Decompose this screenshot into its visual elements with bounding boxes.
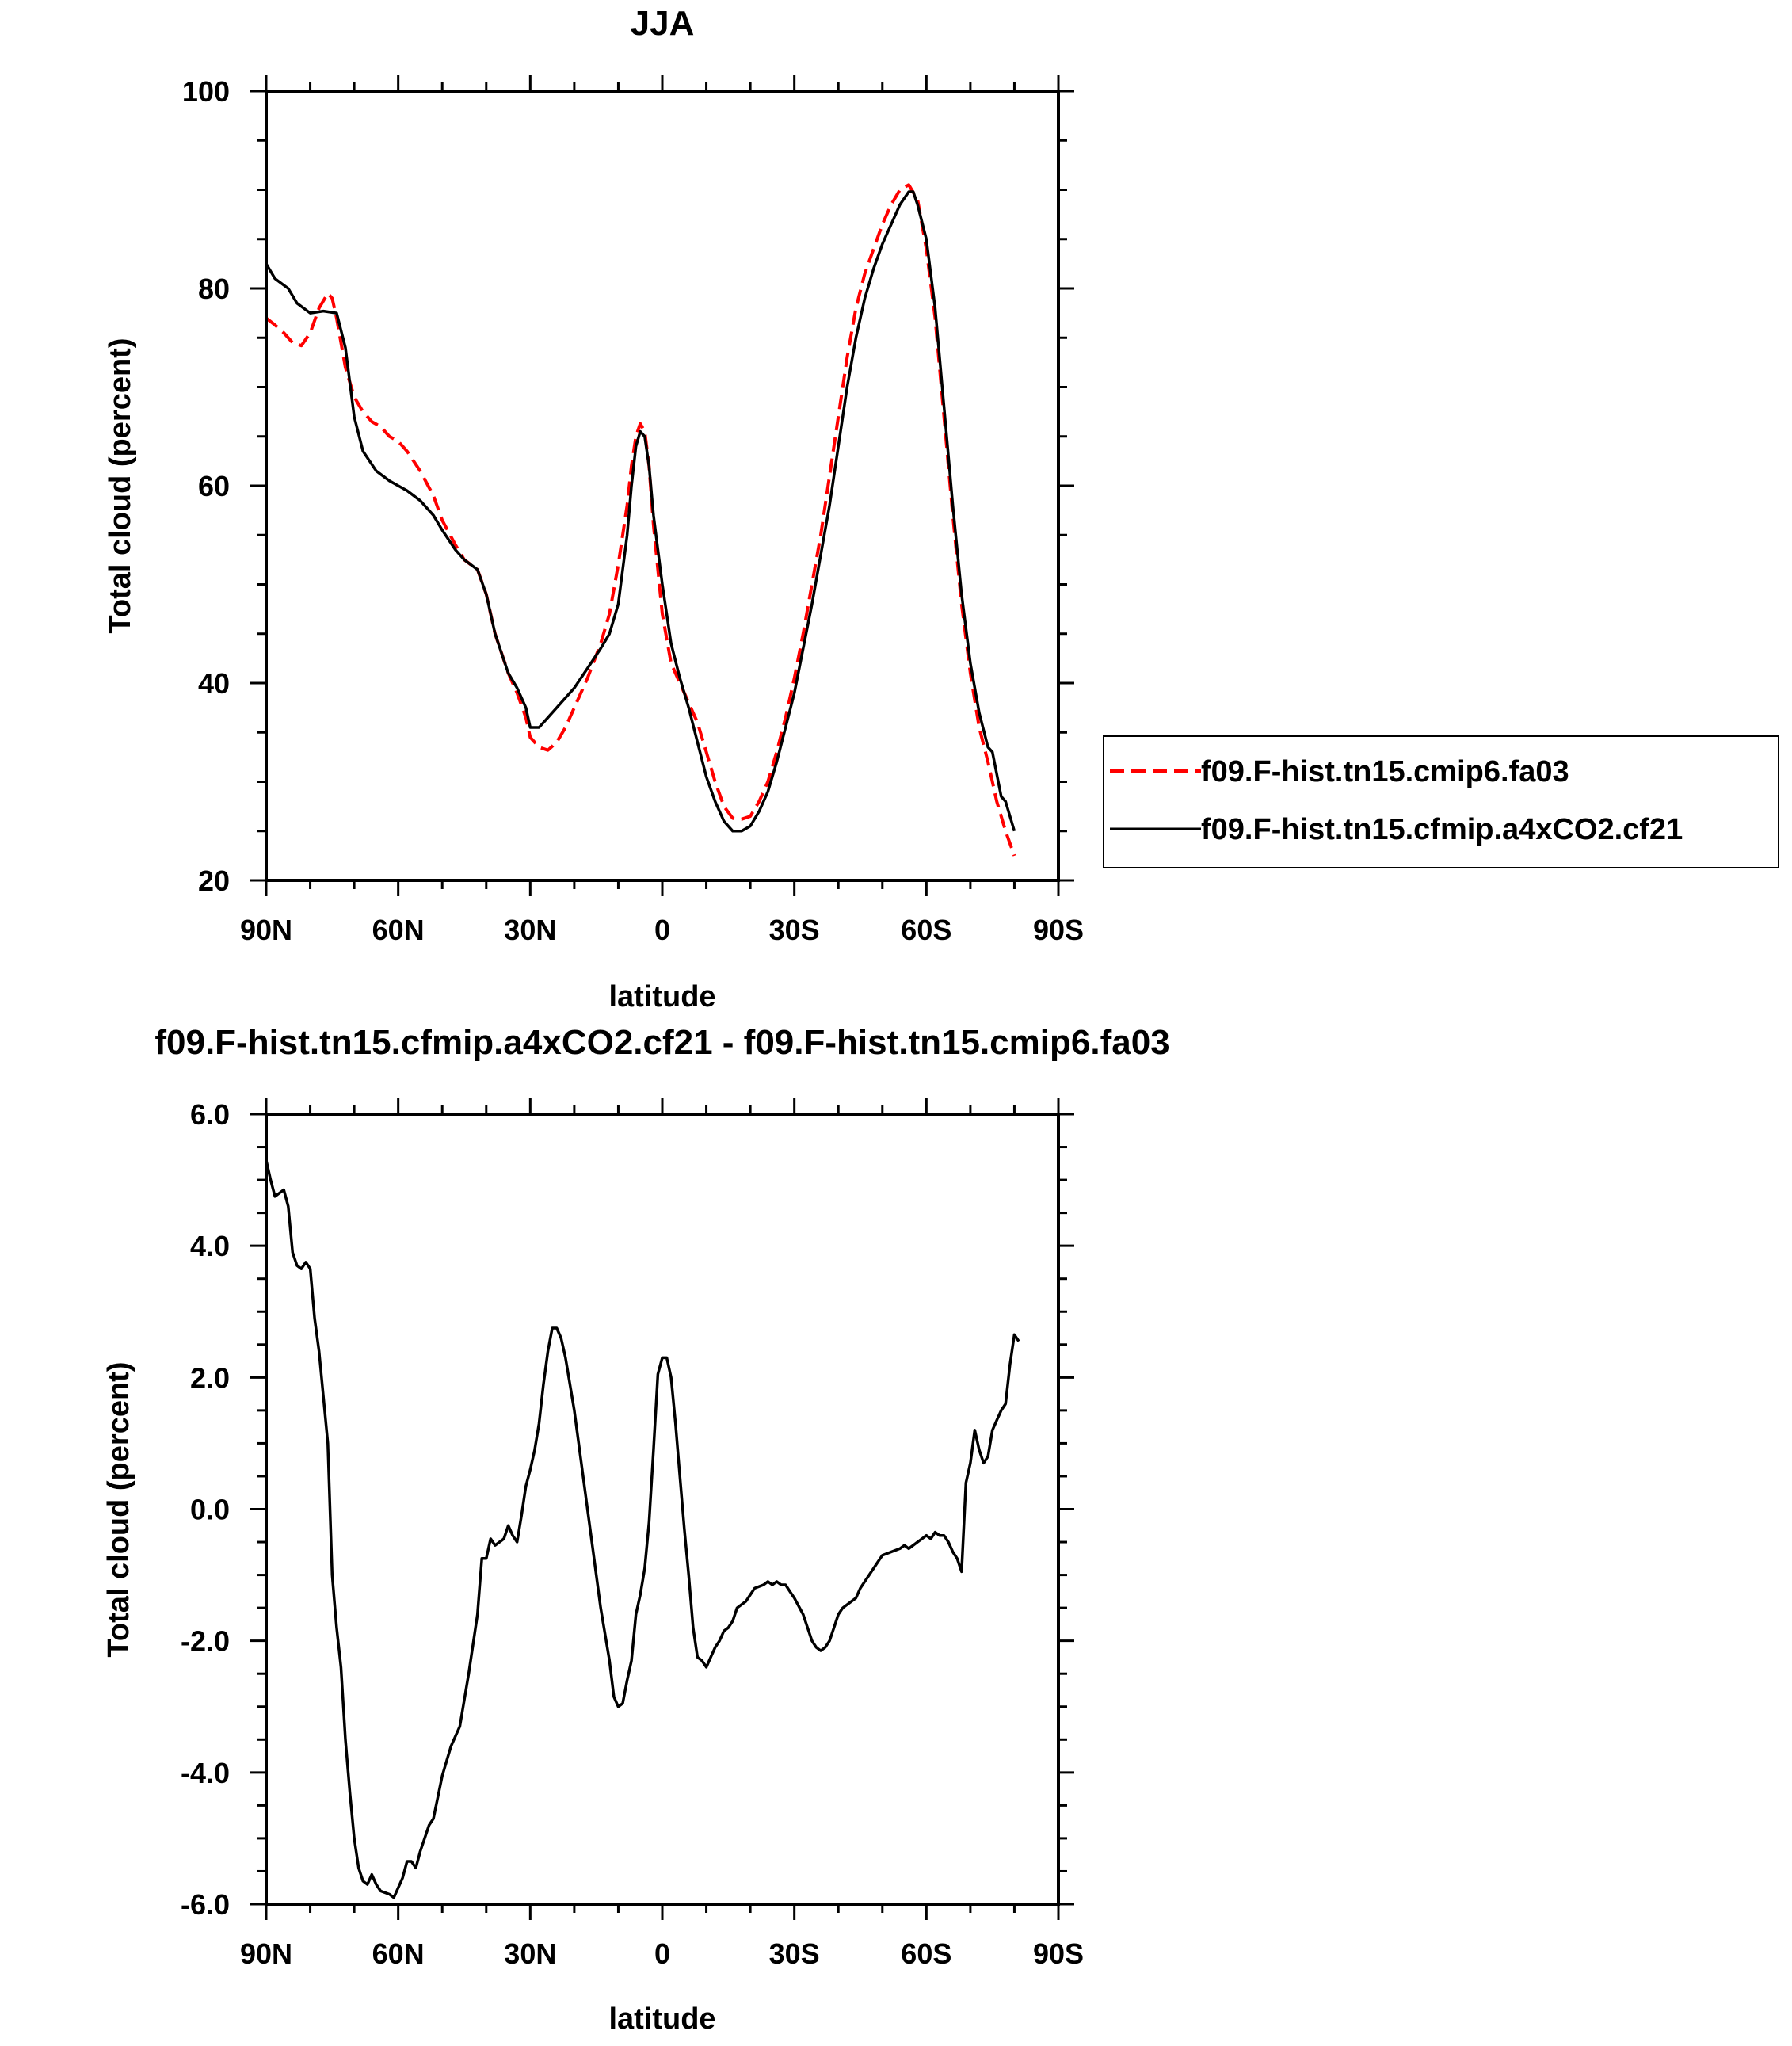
legend-label-fa03: f09.F-hist.tn15.cmip6.fa03 [1201,755,1569,788]
x-tick-label: 0 [654,1937,670,1970]
x-tick-label: 60N [372,914,425,946]
y-tick-label: 60 [198,470,230,502]
x-tick-label: 90S [1033,1937,1084,1970]
y-tick-label: 20 [198,865,230,897]
x-tick-label: 0 [654,914,670,946]
x-tick-label: 60S [901,1937,951,1970]
bottom-panel-difference: f09.F-hist.tn15.cfmip.a4xCO2.cf21 - f09.… [102,1023,1170,2036]
top-axis-ticks: 90N 60N 30N 0 30S 60S 90S 20 40 60 80 100 [182,75,1084,946]
top-panel-jja: JJA 90N 60N 30N 0 30S 60S 90S 20 40 60 80 100 latit… [104,4,1779,1013]
top-series-lines [265,183,1016,857]
legend: f09.F-hist.tn15.cmip6.fa03 f09.F-hist.tn… [1103,735,1779,868]
y-tick-label: 2.0 [190,1361,230,1394]
y-tick-label: 40 [198,667,230,700]
series-line-fa03 [265,183,1016,857]
bottom-x-axis-label: latitude [608,2002,715,2036]
bottom-chart-title: f09.F-hist.tn15.cfmip.a4xCO2.cf21 - f09.… [154,1023,1169,1062]
top-chart-title: JJA [631,4,695,43]
top-y-axis-label: Total cloud (percent) [104,338,137,634]
bottom-plot-frame [265,1113,1060,1906]
top-plot-frame [265,90,1060,882]
legend-label-cf21: f09.F-hist.tn15.cfmip.a4xCO2.cf21 [1201,813,1683,846]
legend-box [1103,735,1779,868]
x-tick-label: 30N [504,914,556,946]
bottom-axis-ticks: 90N 60N 30N 0 30S 60S 90S -6.0 -4.0 -2.0 0.0 2.0 4.0… [181,1098,1084,1970]
x-tick-label: 60N [372,1937,425,1970]
series-line-cf21 [265,190,1016,833]
x-tick-label: 30S [769,914,820,946]
x-tick-label: 30S [769,1937,820,1970]
y-tick-label: -2.0 [181,1625,230,1658]
x-tick-label: 90N [240,1937,292,1970]
x-tick-label: 60S [901,914,951,946]
bottom-y-axis-label: Total cloud (percent) [102,1362,135,1658]
top-x-axis-label: latitude [608,980,715,1013]
y-tick-label: 80 [198,273,230,305]
y-tick-label: -4.0 [181,1757,230,1789]
y-tick-label: 4.0 [190,1230,230,1262]
x-tick-label: 90S [1033,914,1084,946]
x-tick-label: 90N [240,914,292,946]
y-tick-label: 100 [182,75,230,108]
y-tick-label: -6.0 [181,1888,230,1921]
y-tick-label: 0.0 [190,1494,230,1526]
bottom-series-lines [265,1159,1020,1899]
series-line-difference [265,1159,1020,1899]
x-tick-label: 30N [504,1937,556,1970]
y-tick-label: 6.0 [190,1098,230,1131]
